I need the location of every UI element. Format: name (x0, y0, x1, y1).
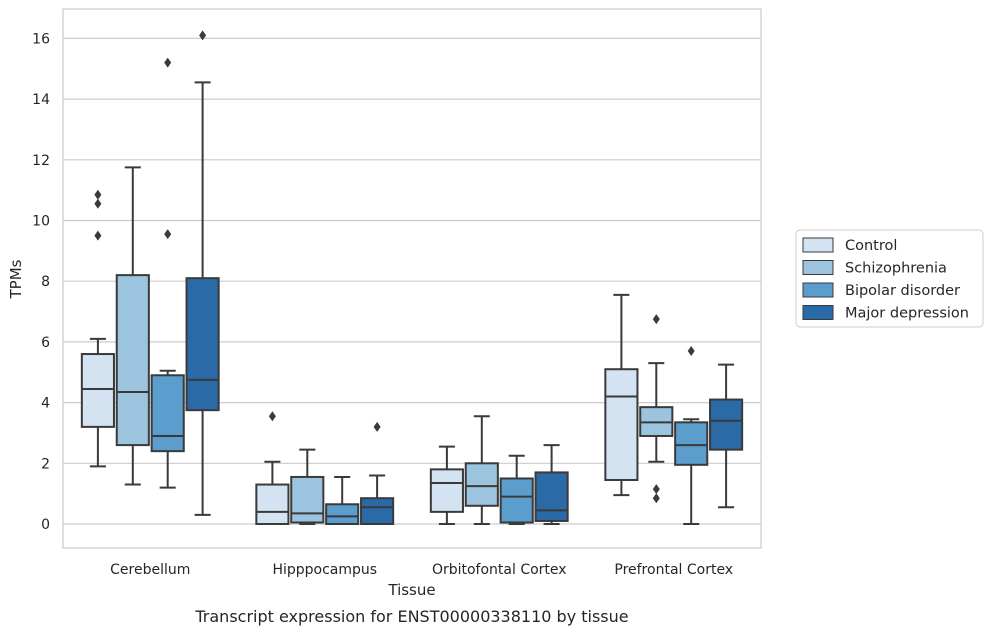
outlier-point (652, 314, 660, 325)
box-control (429, 445, 464, 525)
box-iqr (290, 475, 325, 524)
legend-label: Bipolar disorder (845, 283, 960, 299)
y-tick-label: 16 (32, 31, 50, 47)
box-control (80, 189, 115, 468)
box-iqr (429, 468, 464, 513)
box-bipolar-disorder (325, 475, 360, 525)
y-tick-label: 14 (32, 92, 50, 108)
box-schizophrenia (639, 314, 674, 504)
x-tick-label: Orbitofontal Cortex (432, 562, 567, 578)
box-major-depression (360, 421, 395, 526)
box-iqr (604, 368, 639, 481)
box-iqr (150, 374, 185, 453)
box-control (255, 411, 290, 526)
outlier-point (652, 493, 660, 504)
outlier-point (373, 421, 381, 432)
box-iqr (80, 353, 115, 428)
box-iqr (360, 497, 395, 526)
y-tick-label: 10 (32, 214, 50, 230)
outlier-point (268, 411, 276, 422)
box-plot-series (80, 30, 744, 526)
x-axis-label: Tissue (387, 581, 435, 599)
outlier-point (687, 346, 695, 357)
chart-caption: Transcript expression for ENST0000033811… (194, 607, 628, 626)
box-iqr (115, 274, 150, 447)
legend: Control Schizophrenia Bipolar disorder Majo… (795, 229, 984, 328)
x-tick-label: Cerebellum (110, 562, 190, 578)
x-tick-label: Prefrontal Cortex (614, 562, 733, 578)
box-bipolar-disorder (674, 346, 709, 525)
legend-label: Major depression (845, 306, 969, 322)
box-schizophrenia (115, 166, 150, 486)
y-tick-label: 6 (41, 335, 50, 351)
box-schizophrenia (464, 415, 499, 525)
box-control (604, 293, 639, 497)
plot-frame (62, 8, 762, 549)
box-major-depression (185, 30, 220, 516)
legend-label: Control (845, 238, 897, 254)
box-major-depression (534, 444, 569, 525)
x-tick-label: Hipppocampus (272, 562, 377, 578)
box-schizophrenia (290, 448, 325, 525)
legend-frame (795, 229, 984, 328)
box-major-depression (709, 363, 744, 509)
box-iqr (709, 398, 744, 451)
legend-swatch (802, 260, 834, 275)
outlier-point (199, 30, 207, 41)
outlier-point (164, 57, 172, 68)
outlier-point (94, 230, 102, 241)
box-iqr (674, 421, 709, 466)
box-bipolar-disorder (150, 57, 185, 489)
y-axis-label: TPMs (7, 259, 25, 299)
outlier-point (94, 189, 102, 200)
y-tick-label: 4 (41, 396, 50, 412)
y-tick-label: 12 (32, 153, 50, 169)
legend-label: Schizophrenia (845, 261, 947, 277)
y-tick-label: 2 (41, 456, 50, 472)
outlier-point (94, 198, 102, 209)
y-tick-label: 0 (41, 517, 50, 533)
legend-swatch (802, 237, 834, 253)
x-axis-ticks: Cerebellum Hipppocampus Orbitofontal Corte… (110, 562, 733, 578)
y-axis-ticks: 0 2 4 6 8 10 12 14 16 (32, 31, 50, 533)
y-tick-label: 8 (41, 274, 50, 290)
box-bipolar-disorder (499, 454, 534, 525)
outlier-point (164, 229, 172, 240)
box-iqr (464, 462, 499, 507)
box-iqr (499, 477, 534, 524)
box-iqr (255, 483, 290, 526)
legend-swatch (802, 282, 834, 298)
outlier-point (652, 484, 660, 495)
box-iqr (325, 503, 360, 525)
box-iqr (534, 471, 569, 522)
box-iqr (185, 277, 220, 412)
legend-swatch (802, 305, 834, 320)
